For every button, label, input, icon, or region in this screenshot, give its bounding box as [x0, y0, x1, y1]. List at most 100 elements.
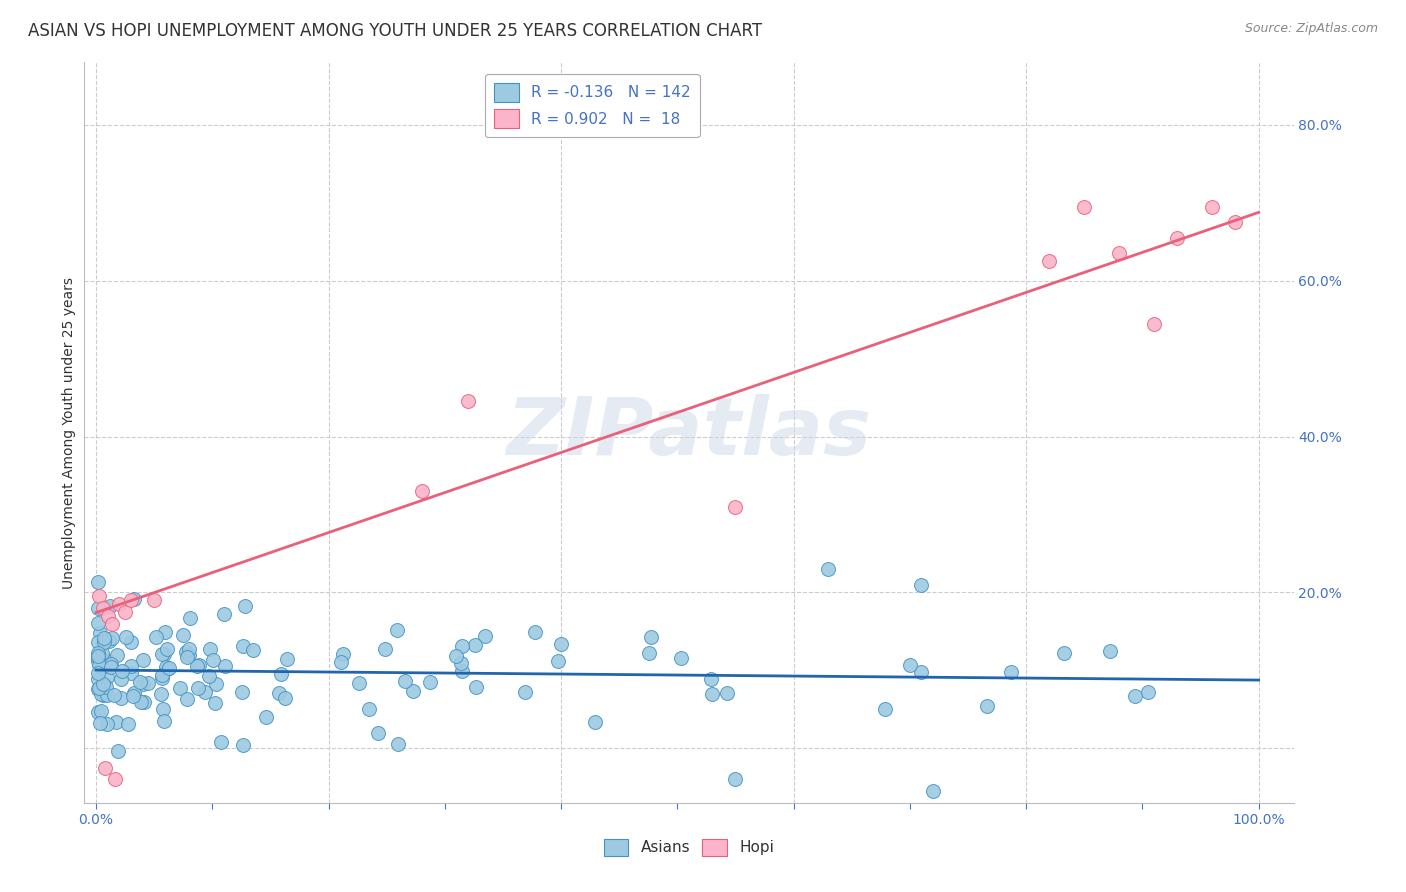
Point	[93, 688, 115, 702]
Point	[122, 591, 145, 606]
Point	[132, 677, 155, 691]
Point	[922, 784, 945, 798]
Point	[1053, 646, 1076, 660]
Point	[1038, 254, 1060, 268]
Point	[87, 648, 110, 663]
Point	[232, 639, 254, 653]
Point	[254, 710, 277, 724]
Point	[104, 772, 127, 787]
Point	[122, 689, 145, 703]
Point	[201, 653, 224, 667]
Point	[204, 696, 226, 710]
Point	[1073, 200, 1095, 214]
Point	[128, 674, 150, 689]
Point	[910, 665, 932, 679]
Point	[100, 659, 122, 673]
Point	[332, 647, 354, 661]
Point	[179, 610, 201, 624]
Point	[194, 685, 217, 699]
Point	[640, 630, 662, 644]
Point	[457, 394, 479, 409]
Point	[120, 593, 142, 607]
Point	[402, 683, 425, 698]
Point	[188, 657, 211, 672]
Point	[96, 670, 118, 684]
Point	[87, 681, 110, 696]
Point	[976, 699, 998, 714]
Point	[357, 702, 380, 716]
Point	[87, 615, 110, 630]
Point	[96, 689, 118, 703]
Point	[465, 680, 488, 694]
Point	[156, 641, 179, 656]
Point	[94, 656, 117, 670]
Point	[87, 705, 110, 719]
Point	[873, 702, 896, 716]
Text: ASIAN VS HOPI UNEMPLOYMENT AMONG YOUTH UNDER 25 YEARS CORRELATION CHART: ASIAN VS HOPI UNEMPLOYMENT AMONG YOUTH U…	[28, 22, 762, 40]
Point	[87, 672, 110, 686]
Legend: Asians, Hopi: Asians, Hopi	[598, 833, 780, 862]
Point	[330, 655, 353, 669]
Point	[145, 630, 167, 644]
Point	[276, 652, 298, 666]
Point	[108, 597, 131, 611]
Point	[153, 714, 176, 729]
Point	[547, 654, 569, 668]
Point	[550, 637, 572, 651]
Point	[1166, 231, 1188, 245]
Point	[114, 630, 136, 644]
Point	[242, 643, 264, 657]
Point	[204, 677, 226, 691]
Point	[671, 651, 693, 665]
Point	[87, 635, 110, 649]
Point	[120, 659, 142, 673]
Point	[451, 665, 474, 679]
Point	[1000, 665, 1022, 679]
Point	[156, 662, 179, 676]
Point	[96, 654, 118, 668]
Point	[150, 648, 173, 662]
Point	[96, 717, 118, 731]
Point	[153, 625, 176, 640]
Point	[98, 599, 121, 614]
Point	[101, 616, 124, 631]
Point	[186, 659, 208, 673]
Point	[89, 589, 111, 603]
Point	[638, 646, 661, 660]
Point	[367, 726, 389, 740]
Point	[172, 628, 194, 642]
Point	[136, 676, 159, 690]
Point	[394, 673, 416, 688]
Point	[105, 648, 128, 662]
Point	[513, 685, 536, 699]
Point	[111, 664, 134, 678]
Point	[179, 641, 201, 656]
Point	[231, 685, 253, 699]
Point	[134, 695, 156, 709]
Point	[89, 657, 111, 672]
Point	[1108, 246, 1130, 260]
Point	[122, 686, 145, 700]
Point	[97, 633, 120, 648]
Point	[103, 688, 125, 702]
Point	[198, 642, 221, 657]
Point	[700, 687, 723, 701]
Point	[583, 714, 606, 729]
Point	[91, 601, 114, 615]
Point	[232, 738, 254, 752]
Point	[235, 599, 257, 613]
Point	[89, 716, 111, 731]
Point	[87, 666, 110, 681]
Point	[94, 761, 117, 775]
Point	[110, 691, 132, 706]
Point	[93, 635, 115, 649]
Point	[94, 680, 117, 694]
Point	[100, 632, 122, 646]
Point	[374, 641, 396, 656]
Point	[716, 686, 738, 700]
Point	[910, 577, 932, 591]
Point	[90, 646, 112, 660]
Point	[198, 669, 221, 683]
Point	[93, 631, 115, 645]
Point	[1225, 215, 1247, 229]
